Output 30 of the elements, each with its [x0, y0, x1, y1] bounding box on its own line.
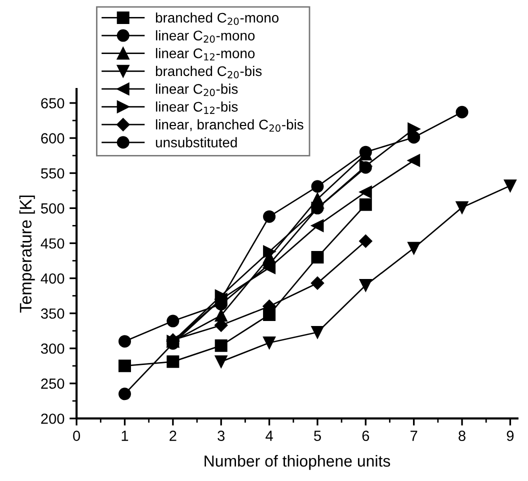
y-tick-label: 450 [40, 238, 64, 249]
x-tick-label: 4 [266, 430, 273, 441]
legend-label: linear C$_{12}$-bis [156, 101, 238, 114]
x-tick-label: 7 [410, 430, 418, 441]
y-tick-label: 500 [41, 203, 64, 214]
x-tick-label: 1 [122, 430, 128, 441]
x-tick-label: 9 [506, 430, 514, 441]
x-tick-label: 2 [170, 430, 176, 441]
legend-label: branched C$_{20}$-mono [156, 12, 279, 25]
legend-label: linear C$_{20}$-bis [156, 84, 238, 96]
y-tick-label: 400 [40, 273, 64, 284]
legend-label: unsubstituted [156, 137, 237, 148]
x-axis-title: Number of thiophene units [204, 454, 390, 470]
x-tick-label: 3 [218, 430, 225, 441]
x-tick-label: 8 [458, 430, 466, 441]
y-tick-label: 200 [41, 414, 64, 424]
legend-label: linear, branched C$_{20}$-bis [156, 119, 304, 132]
legend-label: linear C$_{12}$-mono [156, 48, 255, 60]
x-tick-label: 0 [73, 430, 80, 441]
x-tick-label: 6 [362, 430, 370, 441]
y-tick-label: 350 [40, 308, 64, 319]
y-tick-label: 550 [41, 168, 64, 179]
y-axis-title: Temperature [K] [19, 196, 35, 313]
y-tick-label: 650 [41, 98, 64, 108]
x-tick-label: 5 [314, 430, 321, 441]
y-tick-label: 250 [41, 378, 64, 389]
legend-label: linear C$_{20}$-mono [156, 30, 255, 43]
y-tick-label: 300 [40, 343, 64, 354]
y-tick-label: 600 [41, 133, 64, 144]
legend-label: branched C$_{20}$-bis [156, 66, 262, 78]
